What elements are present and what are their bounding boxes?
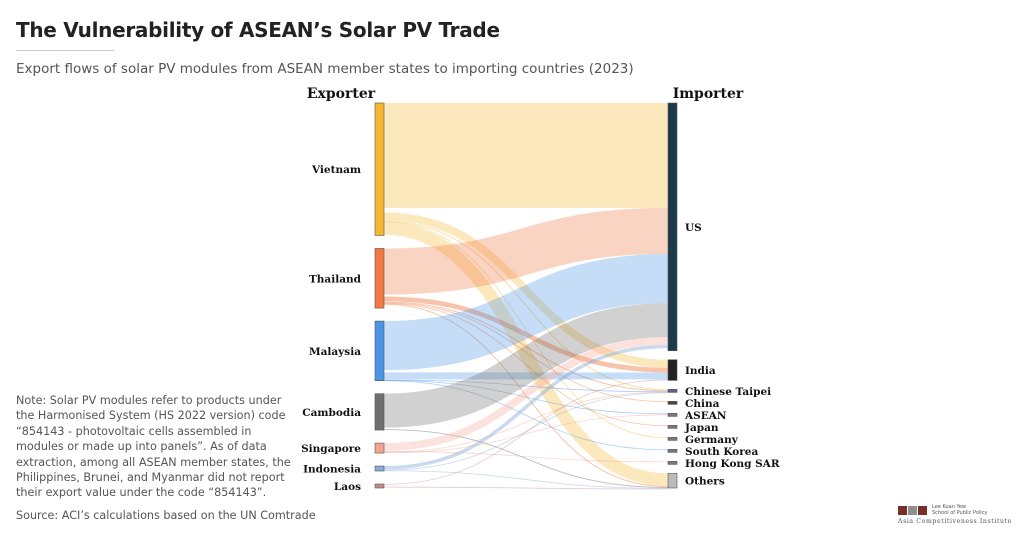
- importer-node-chinese-taipei: [667, 389, 678, 393]
- flow-thailand-to-us: [383, 207, 669, 295]
- flow-vietnam-to-germany: [383, 221, 669, 439]
- title-divider: [16, 50, 114, 51]
- flow-singapore-to-us: [383, 337, 669, 451]
- importer-label-south-korea: South Korea: [685, 446, 758, 458]
- exporter-node-thailand: [374, 248, 385, 309]
- exporter-label-indonesia: Indonesia: [303, 464, 361, 476]
- flow-indonesia-to-others: [383, 470, 669, 489]
- importer-node-germany: [667, 437, 678, 441]
- flow-thailand-to-china: [383, 302, 669, 403]
- flow-vietnam-to-chinese-taipei: [383, 220, 669, 391]
- exporter-node-laos: [374, 483, 385, 489]
- flow-malaysia-to-south-korea: [383, 380, 669, 451]
- exporter-node-indonesia: [374, 465, 385, 472]
- flow-thailand-to-japan: [383, 303, 669, 427]
- importer-node-asean: [667, 413, 678, 417]
- flow-thailand-to-chinese-taipei: [383, 301, 669, 392]
- exporter-header: Exporter: [307, 86, 376, 102]
- exporter-node-singapore: [374, 442, 385, 454]
- importer-node-us: [667, 102, 678, 352]
- flow-singapore-to-hong-kong-sar: [383, 451, 669, 463]
- importer-label-japan: Japan: [684, 422, 719, 434]
- flow-indonesia-to-chinese-taipei: [383, 392, 669, 471]
- importer-label-others: Others: [685, 476, 725, 488]
- exporter-node-cambodia: [374, 393, 385, 431]
- flow-singapore-to-chinese-taipei: [383, 391, 669, 453]
- importer-label-hong-kong-sar: Hong Kong SAR: [685, 458, 780, 470]
- flow-vietnam-to-india: [383, 212, 669, 368]
- exporter-label-cambodia: Cambodia: [302, 407, 361, 419]
- importer-node-south-korea: [667, 449, 678, 453]
- page-subtitle: Export flows of solar PV modules from AS…: [16, 61, 634, 77]
- exporter-node-vietnam: [374, 102, 385, 236]
- flow-malaysia-to-chinese-taipei: [383, 379, 669, 393]
- importer-node-japan: [667, 425, 678, 429]
- logo-school-name: Lee Kuan Yew School of Public Policy: [932, 504, 988, 516]
- importer-label-chinese-taipei: Chinese Taipei: [685, 386, 771, 398]
- logo-institute-name: Asia Competitiveness Institute: [898, 518, 1012, 525]
- exporter-label-thailand: Thailand: [309, 273, 362, 285]
- exporter-node-malaysia: [374, 320, 385, 381]
- logo-mark-l: [898, 506, 907, 515]
- exporter-label-laos: Laos: [334, 481, 361, 493]
- exporter-label-singapore: Singapore: [301, 443, 361, 455]
- flow-thailand-to-others: [383, 303, 669, 488]
- footnote: Note: Solar PV modules refer to products…: [16, 394, 291, 500]
- flow-vietnam-to-others: [383, 222, 669, 487]
- importer-label-india: India: [685, 365, 716, 377]
- importer-node-others: [667, 473, 678, 489]
- page-title: The Vulnerability of ASEAN’s Solar PV Tr…: [16, 18, 500, 42]
- logo-mark-k: [908, 506, 917, 515]
- flow-malaysia-to-us: [383, 253, 669, 371]
- flow-cambodia-to-others: [383, 429, 669, 489]
- logo-mark-y: [918, 506, 927, 515]
- importer-label-china: China: [685, 398, 720, 410]
- importer-header: Importer: [673, 86, 744, 102]
- importer-label-us: US: [685, 222, 702, 234]
- lky-logo: Lee Kuan Yew School of Public Policy Asi…: [898, 504, 1012, 527]
- exporter-label-malaysia: Malaysia: [309, 346, 361, 358]
- importer-label-asean: ASEAN: [684, 410, 727, 422]
- importer-node-india: [667, 359, 678, 381]
- flow-thailand-to-india: [383, 296, 669, 373]
- flow-laos-to-others: [383, 486, 669, 490]
- sankey-links: [383, 102, 669, 490]
- flow-singapore-to-asean: [383, 414, 669, 454]
- flow-indonesia-to-us: [383, 344, 669, 470]
- sankey-labels: Vietnam Thailand Malaysia Cambodia Singapore…: [301, 164, 780, 493]
- importer-label-germany: Germany: [685, 434, 739, 446]
- importer-node-china: [667, 401, 678, 405]
- source-note: Source: ACI’s calculations based on the …: [16, 509, 316, 522]
- exporter-label-vietnam: Vietnam: [311, 164, 361, 176]
- sankey-nodes: [374, 102, 678, 489]
- flow-malaysia-to-asean: [383, 380, 669, 415]
- flow-cambodia-to-us: [383, 303, 669, 428]
- flow-laos-to-india: [383, 379, 669, 485]
- importer-node-hong-kong-sar: [667, 461, 678, 465]
